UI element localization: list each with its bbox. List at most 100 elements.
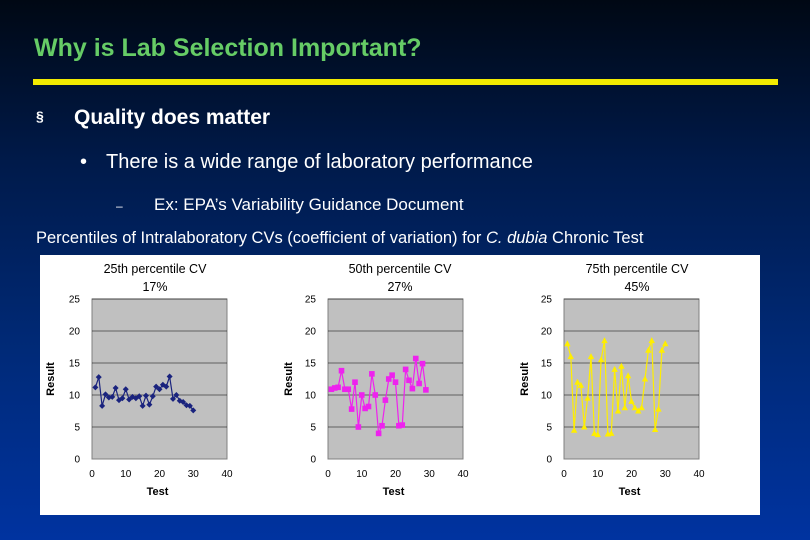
y-tick-label: 15: [305, 359, 317, 370]
data-point: [176, 397, 183, 404]
data-point: [624, 372, 632, 379]
y-tick-label: 20: [305, 327, 317, 338]
data-point: [119, 395, 126, 402]
data-point: [372, 392, 379, 398]
data-point: [338, 367, 345, 374]
data-point: [611, 365, 618, 372]
data-point: [577, 381, 585, 388]
y-tick-label: 5: [310, 423, 316, 434]
x-axis-label: Test: [147, 486, 169, 498]
x-tick-label: 0: [325, 469, 331, 480]
data-point: [95, 374, 102, 381]
data-point: [186, 402, 193, 409]
data-point: [369, 371, 375, 377]
data-point: [570, 426, 578, 433]
chart-2: 50th percentile CV 27% 0 5 10 15 20 25 0 10 20 30 40…: [283, 262, 469, 498]
chart-subtitle: 27%: [387, 280, 412, 294]
data-point: [345, 386, 352, 393]
square-bullet-icon: §: [36, 108, 44, 124]
bullet-level-2-text: There is a wide range of laboratory perf…: [106, 151, 533, 173]
x-tick-label: 30: [424, 469, 436, 480]
data-point: [601, 337, 608, 344]
data-point: [567, 353, 574, 360]
y-tick-label: 25: [541, 295, 553, 306]
data-point: [149, 393, 156, 400]
data-point: [591, 429, 598, 436]
chart-1: 25th percentile CV 17% 0 5 10 15 20 25 0 10 20 30 40…: [45, 262, 233, 498]
x-tick-label: 10: [120, 469, 132, 480]
data-point: [574, 378, 581, 385]
chart-caption: Percentiles of Intralaboratory CVs (coef…: [36, 229, 643, 248]
x-tick-label: 20: [154, 469, 166, 480]
data-point: [392, 379, 399, 385]
data-point: [618, 362, 625, 369]
data-point: [166, 373, 173, 380]
chart-title: 50th percentile CV: [349, 262, 453, 276]
x-tick-label: 40: [457, 469, 469, 480]
bullet-level-2: • There is a wide range of laboratory per…: [80, 151, 533, 174]
percentile-charts-svg: 25th percentile CV 17% 0 5 10 15 20 25 0 10 20 30 40…: [45, 262, 705, 498]
data-point: [645, 346, 652, 353]
slide-title: Why is Lab Selection Important?: [34, 34, 422, 62]
chart-subtitle: 17%: [142, 280, 167, 294]
chart-3: 75th percentile CV 45% 0 5 10 15 20 25 0 10 20 30 40…: [519, 262, 705, 498]
caption-suffix: Chronic Test: [547, 229, 644, 247]
data-point: [402, 366, 409, 373]
data-point: [419, 360, 426, 367]
dash-bullet-icon: –: [116, 199, 123, 213]
y-axis-label: Result: [45, 362, 57, 396]
data-point: [409, 385, 416, 392]
y-tick-label: 20: [541, 327, 553, 338]
y-tick-label: 5: [546, 423, 552, 434]
data-point: [597, 356, 605, 363]
data-point: [423, 387, 429, 393]
y-tick-label: 0: [546, 455, 552, 466]
data-point: [379, 422, 385, 429]
x-tick-label: 30: [660, 469, 672, 480]
charts-panel: 25th percentile CV 17% 0 5 10 15 20 25 0 10 20 30 40…: [40, 255, 760, 515]
data-point: [156, 386, 163, 393]
data-point: [564, 340, 571, 347]
y-axis-label: Result: [519, 362, 531, 396]
y-axis-label: Result: [283, 362, 295, 396]
y-tick-label: 25: [305, 295, 317, 306]
data-point: [352, 379, 358, 385]
data-point: [621, 404, 628, 411]
bullet-level-3: – Ex: EPA’s Variability Guidance Document: [116, 195, 464, 215]
x-tick-label: 30: [188, 469, 200, 480]
y-tick-label: 15: [541, 359, 553, 370]
data-point: [355, 424, 362, 430]
data-point: [375, 430, 382, 437]
chart-title: 25th percentile CV: [104, 262, 208, 276]
data-point: [342, 386, 348, 393]
x-tick-label: 10: [356, 469, 368, 480]
data-point: [328, 386, 335, 393]
data-point: [382, 397, 389, 403]
data-point: [389, 372, 395, 378]
x-tick-label: 40: [221, 469, 233, 480]
data-point: [399, 422, 406, 428]
data-point: [648, 337, 655, 344]
data-point: [658, 346, 666, 353]
x-tick-label: 40: [693, 469, 705, 480]
data-point: [122, 386, 129, 393]
data-point: [416, 380, 422, 387]
title-underline: [33, 79, 778, 85]
y-tick-label: 20: [69, 327, 81, 338]
data-point: [385, 376, 392, 382]
y-tick-label: 5: [74, 423, 80, 434]
caption-species: C. dubia: [485, 229, 548, 247]
data-point: [412, 355, 419, 362]
data-point: [335, 384, 341, 391]
y-tick-label: 10: [541, 391, 553, 402]
data-point: [180, 399, 187, 406]
data-point: [331, 385, 338, 391]
data-point: [628, 397, 635, 404]
data-point: [651, 426, 659, 433]
data-point: [109, 393, 116, 400]
caption-prefix: Percentiles of Intralaboratory CVs (coef…: [36, 229, 486, 247]
x-tick-label: 0: [89, 469, 95, 480]
data-point: [655, 405, 662, 412]
data-point: [146, 401, 153, 408]
chart-subtitle: 45%: [624, 280, 649, 294]
